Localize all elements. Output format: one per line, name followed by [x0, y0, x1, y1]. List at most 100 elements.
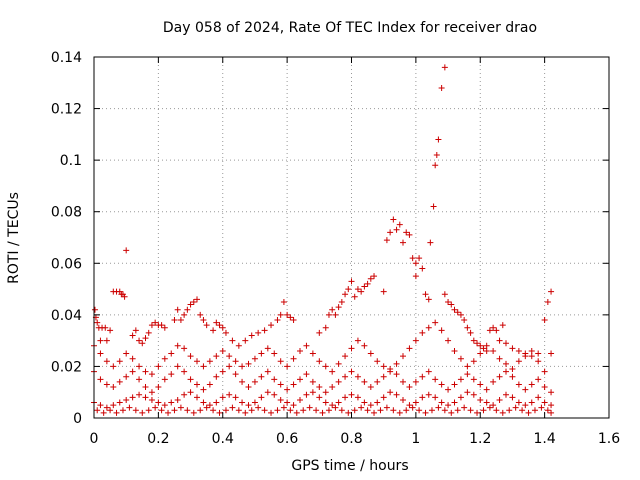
data-point	[129, 394, 136, 401]
data-point	[142, 394, 149, 401]
x-tick-label: 0	[90, 431, 99, 447]
data-point	[506, 407, 513, 414]
data-point	[419, 329, 426, 336]
data-point	[445, 386, 452, 393]
data-point	[348, 391, 355, 398]
data-point	[427, 239, 434, 246]
data-point	[496, 396, 503, 403]
data-point	[235, 342, 242, 349]
data-point	[168, 399, 175, 406]
data-point	[416, 255, 423, 262]
data-point	[474, 409, 481, 416]
data-point	[380, 373, 387, 380]
data-point	[503, 391, 509, 398]
data-point	[258, 394, 265, 401]
data-point	[277, 381, 284, 388]
data-point	[200, 399, 207, 406]
data-point	[548, 288, 555, 295]
data-point	[354, 286, 361, 293]
data-point	[519, 407, 526, 414]
data-point	[303, 391, 310, 398]
data-point	[470, 337, 477, 344]
data-point	[213, 399, 220, 406]
data-point	[358, 404, 365, 411]
data-point	[245, 360, 252, 367]
data-point	[354, 373, 361, 380]
data-point	[541, 384, 548, 391]
data-point	[271, 391, 278, 398]
data-point	[503, 360, 509, 367]
data-point	[483, 342, 490, 349]
data-point	[451, 399, 458, 406]
y-tick-label: 0.02	[51, 359, 82, 375]
data-point	[251, 399, 258, 406]
data-point	[300, 407, 307, 414]
data-point	[380, 394, 387, 401]
data-point	[412, 378, 419, 385]
data-point	[152, 404, 159, 411]
data-point	[103, 337, 110, 344]
data-point	[535, 394, 542, 401]
data-point	[544, 298, 551, 305]
data-point	[190, 409, 197, 416]
data-point	[116, 378, 123, 385]
data-point	[203, 322, 210, 329]
data-point	[322, 363, 329, 370]
data-point	[342, 291, 349, 298]
data-point	[512, 404, 519, 411]
data-point	[136, 363, 143, 370]
data-point	[441, 407, 448, 414]
data-point	[396, 221, 403, 228]
data-point	[457, 355, 464, 362]
data-point	[290, 355, 297, 362]
data-point	[474, 340, 481, 347]
data-point	[445, 337, 452, 344]
x-tick-label: 0.4	[212, 431, 234, 447]
data-point	[325, 311, 332, 318]
data-point	[457, 376, 464, 383]
data-point	[219, 368, 226, 375]
data-point	[194, 358, 200, 365]
data-point	[496, 337, 503, 344]
data-point	[148, 371, 155, 378]
data-point	[216, 409, 223, 416]
data-point	[361, 342, 368, 349]
data-point	[467, 329, 474, 336]
data-point	[345, 409, 352, 416]
data-point	[139, 409, 146, 416]
data-point	[161, 376, 168, 383]
data-point	[342, 373, 349, 380]
data-point	[251, 355, 258, 362]
data-point	[419, 394, 426, 401]
data-point	[316, 329, 323, 336]
data-point	[470, 358, 477, 365]
data-point	[470, 376, 477, 383]
data-point	[277, 311, 284, 318]
data-point	[171, 317, 178, 324]
data-point	[309, 389, 316, 396]
data-point	[374, 358, 381, 365]
data-point	[387, 389, 394, 396]
data-point	[535, 350, 542, 357]
data-point	[432, 376, 439, 383]
data-point	[97, 402, 104, 409]
data-point	[232, 358, 239, 365]
data-point	[528, 399, 535, 406]
data-point	[483, 347, 490, 354]
data-point	[509, 366, 516, 373]
data-point	[206, 358, 213, 365]
data-point	[235, 407, 242, 414]
data-point	[213, 373, 220, 380]
data-point	[432, 319, 439, 326]
data-point	[219, 394, 226, 401]
data-point	[277, 396, 284, 403]
chart-title: Day 058 of 2024, Rate Of TEC Index for r…	[163, 20, 537, 36]
data-point	[335, 360, 342, 367]
data-point	[396, 409, 403, 416]
data-point	[264, 345, 271, 352]
data-point	[335, 399, 342, 406]
data-point	[123, 247, 130, 254]
data-point	[477, 350, 484, 357]
data-point	[103, 358, 110, 365]
data-point	[229, 404, 236, 411]
